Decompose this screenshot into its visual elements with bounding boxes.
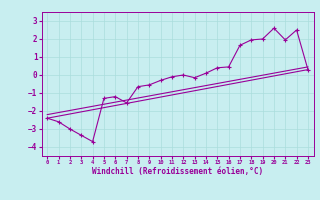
X-axis label: Windchill (Refroidissement éolien,°C): Windchill (Refroidissement éolien,°C) (92, 167, 263, 176)
